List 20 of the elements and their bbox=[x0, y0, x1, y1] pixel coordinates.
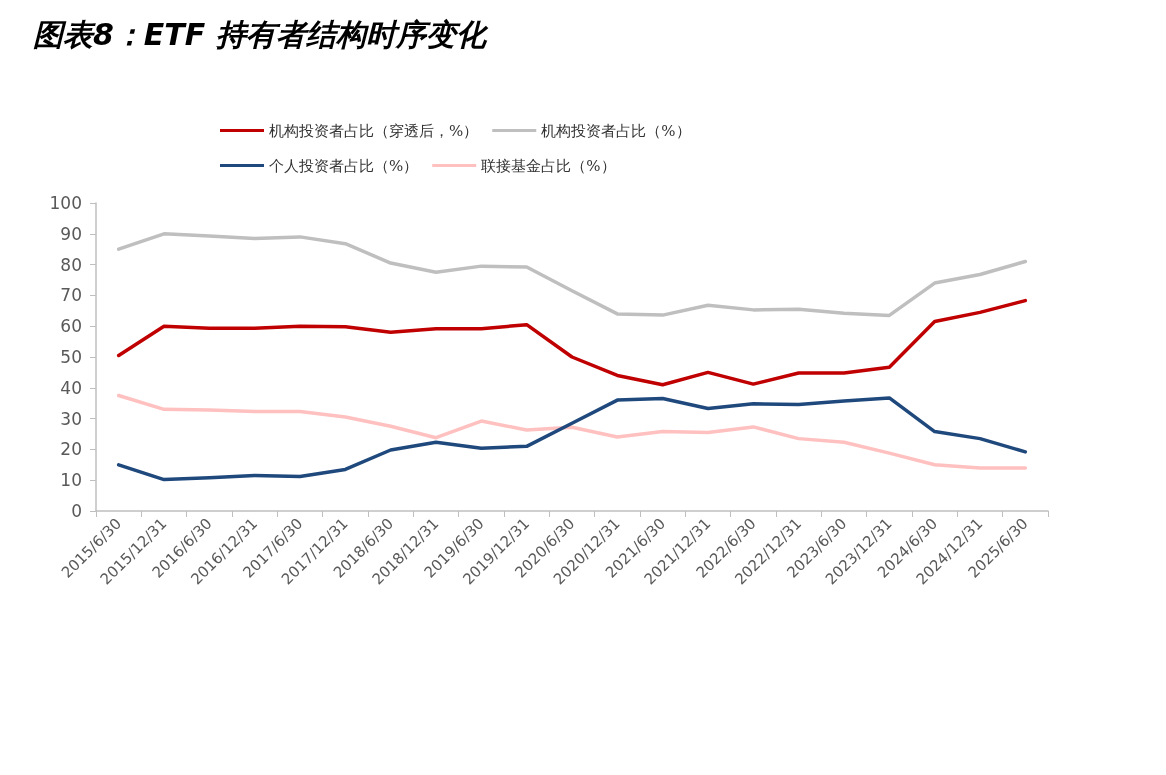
y-tick-label: 80 bbox=[60, 254, 82, 275]
y-tick-label: 0 bbox=[71, 501, 82, 521]
chart-title: 图表8：ETF 持有者结构时序变化 bbox=[33, 16, 489, 52]
legend-label: 机构投资者占比（穿透后，%） bbox=[269, 121, 479, 140]
legend-label: 个人投资者占比（%） bbox=[269, 156, 419, 175]
y-tick-label: 50 bbox=[60, 347, 82, 367]
legend-label: 机构投资者占比（%） bbox=[541, 121, 691, 140]
y-tick-label: 70 bbox=[60, 285, 82, 306]
y-tick-label: 20 bbox=[60, 439, 82, 460]
y-tick-label: 40 bbox=[60, 377, 82, 398]
y-tick-label: 90 bbox=[60, 223, 82, 244]
line-series bbox=[116, 298, 1028, 387]
legend-label: 联接基金占比（%） bbox=[481, 156, 616, 175]
y-tick-label: 30 bbox=[60, 408, 82, 429]
y-tick-label: 10 bbox=[60, 470, 82, 491]
line-series bbox=[116, 232, 1028, 318]
y-tick-label: 60 bbox=[60, 316, 82, 337]
y-tick-label: 100 bbox=[49, 193, 82, 213]
line-series bbox=[116, 396, 1028, 482]
line-series bbox=[116, 393, 1028, 470]
